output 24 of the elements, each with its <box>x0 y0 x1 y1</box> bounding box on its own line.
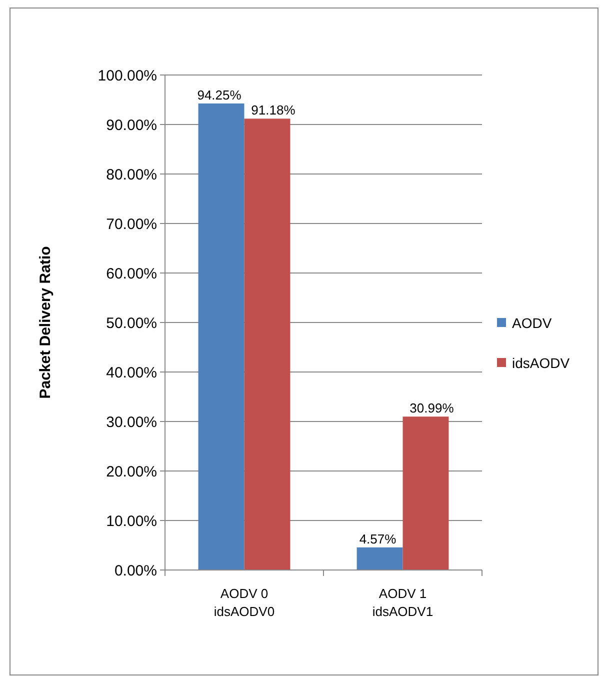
y-tick-label: 80.00% <box>106 166 157 184</box>
y-tick-label: 70.00% <box>106 216 157 233</box>
data-label: 94.25% <box>197 87 242 102</box>
bar <box>198 103 244 570</box>
bar <box>356 547 403 570</box>
y-tick-label: 30.00% <box>106 414 157 431</box>
y-tick-label: 40.00% <box>106 364 157 382</box>
data-label: 91.18% <box>251 102 296 118</box>
y-axis-title: Packet Delivery Ratio <box>37 246 54 399</box>
y-tick-label: 0.00% <box>114 562 157 580</box>
bar <box>244 118 290 570</box>
y-tick-label: 10.00% <box>106 512 157 530</box>
y-tick-label: 60.00% <box>106 265 157 282</box>
bar <box>402 416 449 570</box>
x-tick-label: AODV 0 idsAODV0 <box>214 586 275 619</box>
y-tick-label: 20.00% <box>106 463 157 480</box>
legend-label: idsAODV <box>512 354 570 371</box>
y-tick-label: 100.00% <box>98 67 157 84</box>
y-tick-label: 90.00% <box>106 116 157 134</box>
data-label: 4.57% <box>359 531 397 546</box>
data-label: 30.99% <box>410 400 454 416</box>
legend-label: AODV <box>512 314 552 331</box>
y-tick-label: 50.00% <box>106 314 157 332</box>
x-tick-label: AODV 1 idsAODV1 <box>372 586 434 619</box>
